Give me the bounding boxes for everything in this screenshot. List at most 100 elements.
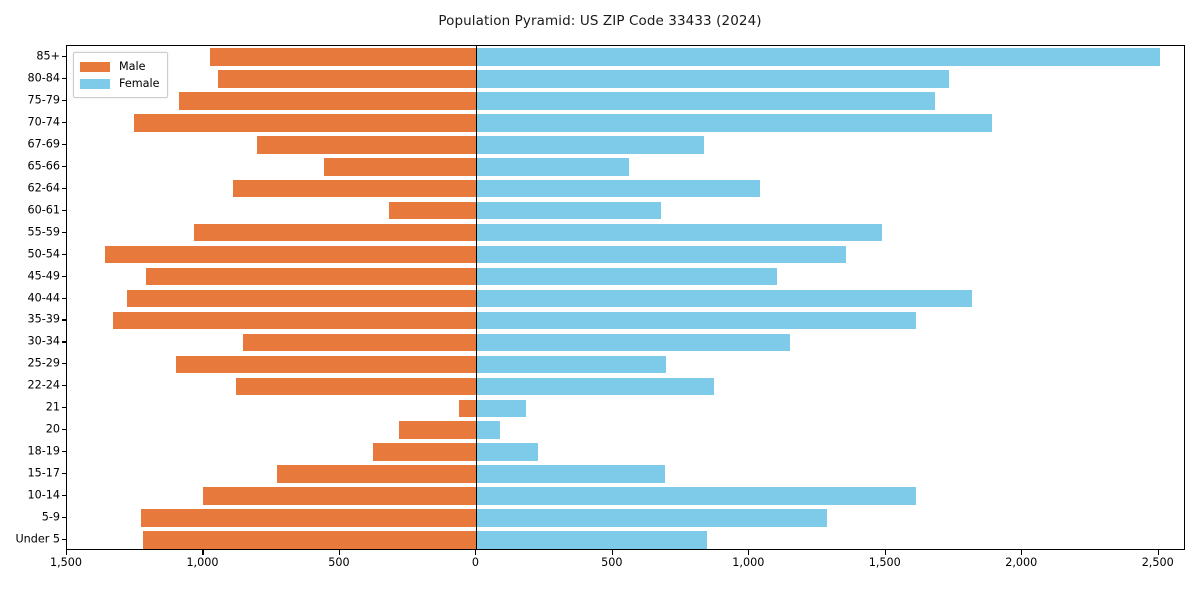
y-axis-tick-label: 65-66 xyxy=(27,159,60,173)
y-axis-tick xyxy=(62,121,67,123)
y-axis-tick xyxy=(62,385,67,387)
legend-swatch-icon xyxy=(80,61,110,72)
bar-row xyxy=(67,114,1184,132)
bar-male xyxy=(203,487,477,505)
y-axis-tick xyxy=(62,231,67,233)
y-axis-tick-label: 30-34 xyxy=(27,334,60,348)
legend-entry-female[interactable]: Female xyxy=(80,75,159,92)
x-axis-tick xyxy=(338,550,341,555)
legend-entry-male[interactable]: Male xyxy=(80,58,159,75)
y-axis-tick xyxy=(62,363,67,365)
bar-row xyxy=(67,531,1184,549)
y-axis-tick-label: 10-14 xyxy=(27,488,60,502)
y-axis-tick xyxy=(62,429,67,431)
legend-label: Male xyxy=(119,60,146,73)
y-axis-tick-label: 22-24 xyxy=(27,378,60,392)
y-axis-tick xyxy=(62,77,67,80)
bar-row xyxy=(67,377,1184,396)
zero-axis-line xyxy=(475,46,478,549)
y-axis-tick xyxy=(62,297,67,299)
x-axis-tick-group xyxy=(66,550,1185,555)
bar-row xyxy=(67,245,1184,264)
bar-row xyxy=(67,70,1184,88)
bars-layer xyxy=(67,46,1184,549)
bar-row xyxy=(67,311,1184,330)
bar-male xyxy=(458,399,477,418)
y-axis-tick-label: 45-49 xyxy=(27,269,60,283)
bar-female xyxy=(476,245,847,264)
bar-female xyxy=(476,311,916,330)
y-axis-tick-label: 60-61 xyxy=(27,203,60,217)
y-axis-tick xyxy=(62,253,67,255)
x-axis-tick xyxy=(66,550,68,555)
y-axis-tick-label: 5-9 xyxy=(41,510,60,524)
x-axis-tick xyxy=(748,550,750,555)
bar-male xyxy=(176,355,477,374)
bar-female xyxy=(476,399,526,418)
y-axis-tick xyxy=(62,407,67,409)
bar-female xyxy=(476,509,828,527)
bar-row xyxy=(67,48,1184,66)
page-title: Population Pyramid: US ZIP Code 33433 (2… xyxy=(438,13,762,29)
y-axis-tick-label: 75-79 xyxy=(27,93,60,107)
y-axis-tick-label: 62-64 xyxy=(27,181,60,195)
bar-female xyxy=(476,136,705,154)
bar-male xyxy=(277,465,477,483)
bar-female xyxy=(476,223,882,242)
y-axis-tick xyxy=(62,473,67,475)
bar-male xyxy=(233,179,477,198)
x-axis-tick xyxy=(884,550,886,555)
bar-male xyxy=(236,377,477,396)
x-axis-tick-label: 2,500 xyxy=(1141,556,1174,569)
x-axis-tick xyxy=(202,550,204,555)
x-axis-tick-label: 0 xyxy=(471,556,479,569)
bar-row xyxy=(67,201,1184,220)
y-axis-tick-label: 70-74 xyxy=(27,115,60,129)
y-axis-tick-label: 85+ xyxy=(36,49,60,63)
y-axis-tick-label: 21 xyxy=(45,400,60,414)
bar-row xyxy=(67,223,1184,242)
y-axis-tick-label: 80-84 xyxy=(27,71,60,85)
bar-male xyxy=(193,223,477,242)
bar-row xyxy=(67,136,1184,154)
legend-swatch-icon xyxy=(80,78,110,89)
bar-male xyxy=(389,201,477,220)
x-axis-tick-label: 2,000 xyxy=(1005,556,1038,569)
bar-male xyxy=(143,531,477,549)
plot-area xyxy=(66,45,1185,550)
y-axis-tick-label: 35-39 xyxy=(27,312,60,326)
bar-female xyxy=(476,443,538,461)
bar-male xyxy=(323,157,477,176)
bar-row xyxy=(67,355,1184,374)
bar-row xyxy=(67,267,1184,286)
bar-female xyxy=(476,92,935,110)
x-axis-tick-label: 1,500 xyxy=(868,556,901,569)
y-axis-tick-label: 50-54 xyxy=(27,247,60,261)
y-axis-tick xyxy=(62,209,67,211)
x-axis-tick xyxy=(1021,550,1023,555)
y-axis-tick xyxy=(62,143,67,145)
bar-female xyxy=(476,48,1161,66)
y-axis-tick-group xyxy=(62,45,67,550)
y-axis-tick-label: 18-19 xyxy=(27,444,60,458)
legend-label: Female xyxy=(119,77,160,90)
bar-female xyxy=(476,289,972,308)
x-axis-tick-label: 1,500 xyxy=(49,556,83,569)
bar-female xyxy=(476,179,761,198)
x-axis-label-group: 1,500 1,000 500 0 500 1,000 1,500 2,000 2,500 xyxy=(50,556,1185,576)
bar-row xyxy=(67,421,1184,440)
x-axis-tick xyxy=(475,550,477,555)
y-axis-tick xyxy=(62,55,67,58)
bar-row xyxy=(67,289,1184,308)
y-axis-tick xyxy=(62,341,67,343)
x-axis-tick-label: 1,000 xyxy=(186,556,219,569)
bar-female xyxy=(476,355,667,374)
bar-row xyxy=(67,157,1184,176)
y-axis-tick xyxy=(62,319,67,321)
y-axis-tick-label: Under 5 xyxy=(15,532,60,546)
bar-female xyxy=(476,70,949,88)
bar-male xyxy=(243,333,477,352)
y-axis-tick-label: 15-17 xyxy=(27,466,60,480)
x-axis-tick xyxy=(1157,550,1159,555)
